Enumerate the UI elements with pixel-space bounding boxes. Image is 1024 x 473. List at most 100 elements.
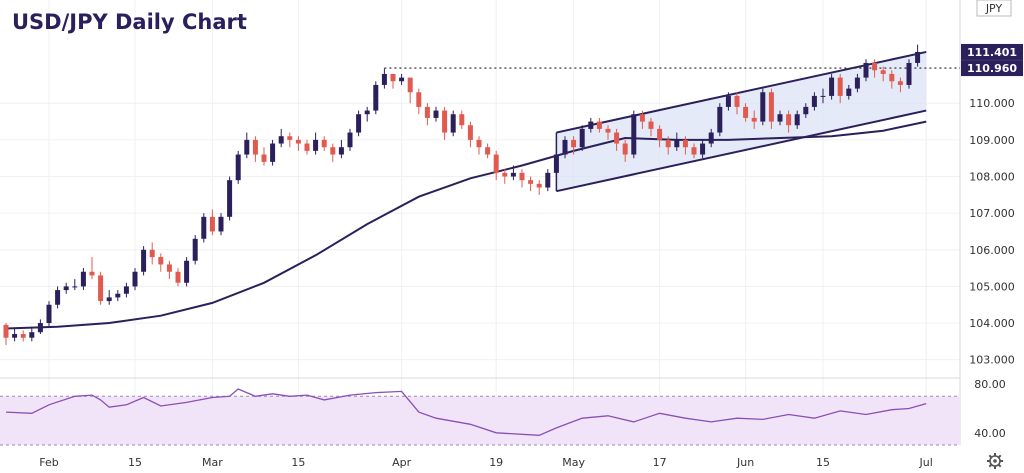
candle <box>854 73 860 93</box>
candle <box>786 110 792 133</box>
candle-body <box>880 70 886 74</box>
candle-body <box>149 249 155 258</box>
candle-body <box>356 114 362 133</box>
candle <box>768 88 774 129</box>
candle <box>235 150 241 184</box>
candle-body <box>700 143 706 155</box>
candle <box>37 319 43 335</box>
candle <box>115 290 121 302</box>
candle <box>141 246 147 276</box>
candle-body <box>424 106 430 118</box>
candle <box>347 128 353 151</box>
candle-body <box>493 154 499 173</box>
candle-body <box>674 139 680 148</box>
moving-average-line <box>5 120 927 330</box>
candles <box>3 44 921 346</box>
date-tick-label: 15 <box>816 456 830 469</box>
candle <box>510 165 516 181</box>
date-tick-label: Feb <box>39 456 58 469</box>
candle-body <box>98 275 104 302</box>
candle-body <box>12 334 18 338</box>
candle-body <box>571 139 577 148</box>
candle <box>424 103 430 126</box>
candle <box>416 88 422 115</box>
price-tick-label: 103.000 <box>969 354 1015 367</box>
candle <box>20 330 26 342</box>
candle <box>442 106 448 140</box>
candle <box>863 59 869 82</box>
candle-body <box>287 136 293 140</box>
candle <box>605 125 611 140</box>
candle <box>63 282 69 294</box>
candle-body <box>553 154 559 173</box>
candle-body <box>313 139 319 151</box>
candle <box>596 117 602 133</box>
candle <box>373 81 379 115</box>
candle-body <box>915 51 921 63</box>
candle-body <box>218 216 224 232</box>
candle <box>588 117 594 133</box>
candle-body <box>115 293 121 298</box>
candle-body <box>270 143 276 162</box>
candle <box>665 136 671 155</box>
candle-body <box>657 128 663 140</box>
candle <box>467 121 473 148</box>
candle <box>46 301 52 327</box>
candle-body <box>639 114 645 122</box>
candle <box>123 282 129 298</box>
candle <box>80 268 86 291</box>
candle <box>485 143 491 159</box>
candle-body <box>863 62 869 78</box>
candle-body <box>184 260 190 283</box>
candle-body <box>20 334 26 338</box>
reference-price-tag: 110.960 <box>961 60 1023 77</box>
date-tick-label: Mar <box>202 456 223 469</box>
candle-body <box>261 154 267 162</box>
candle-body <box>201 216 207 239</box>
candle <box>72 279 78 291</box>
candle-body <box>743 106 749 118</box>
candle <box>12 328 18 342</box>
candle-body <box>63 286 69 291</box>
candle-body <box>614 132 620 144</box>
date-tick-label: Apr <box>392 456 412 469</box>
candle-body <box>390 73 396 82</box>
candle <box>390 73 396 89</box>
candle <box>777 110 783 126</box>
candle <box>837 73 843 104</box>
candle-body <box>854 77 860 89</box>
candle-body <box>786 114 792 126</box>
price-tick-label: 106.000 <box>969 244 1015 257</box>
candle <box>89 257 95 280</box>
candle-body <box>175 271 181 283</box>
candle <box>717 103 723 137</box>
candle-body <box>381 73 387 85</box>
candle <box>880 66 886 82</box>
price-tag-text: 110.960 <box>967 62 1017 75</box>
candle <box>803 103 809 118</box>
candle-body <box>622 143 628 155</box>
candle <box>476 136 482 155</box>
candle <box>700 139 706 159</box>
price-tag-text: 111.401 <box>967 46 1017 59</box>
candle <box>450 110 456 137</box>
candle <box>889 70 895 89</box>
candle-body <box>3 324 9 338</box>
candle <box>545 169 551 192</box>
gear-icon[interactable] <box>987 453 1003 469</box>
candle-body <box>829 77 835 96</box>
candle <box>158 253 164 272</box>
candle <box>906 59 912 89</box>
candle <box>502 169 508 184</box>
candle <box>528 176 534 192</box>
price-tick-label: 109.000 <box>969 134 1015 147</box>
candle-body <box>399 77 405 82</box>
candle-body <box>55 290 61 305</box>
candle-body <box>734 95 740 107</box>
candle <box>330 143 336 162</box>
candle <box>846 84 852 100</box>
candle <box>674 132 680 151</box>
candle-body <box>562 139 568 155</box>
candle-body <box>708 132 714 144</box>
